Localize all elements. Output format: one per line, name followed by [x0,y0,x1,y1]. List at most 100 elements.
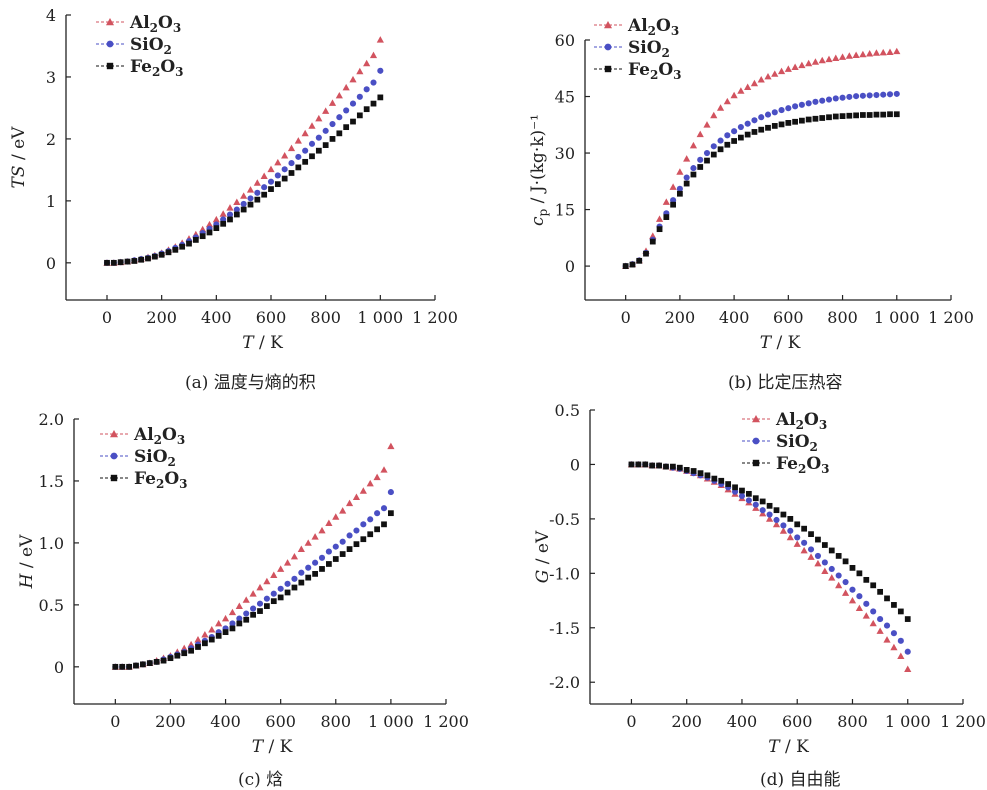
data-point [346,532,353,539]
data-point [138,256,145,263]
data-point [636,257,643,264]
data-point [791,63,799,71]
data-point [370,79,377,86]
data-point [751,117,758,124]
data-point [853,93,860,100]
data-point [126,663,132,670]
data-point [870,608,877,615]
data-point [799,117,805,124]
data-point [254,189,261,196]
data-point [886,48,894,55]
data-point [312,559,319,566]
data-point [199,233,206,240]
data-point [212,215,220,223]
data-point [257,608,263,614]
data-point [326,561,332,567]
data-point [254,196,261,203]
data-point [329,136,336,142]
data-point [221,614,230,622]
y-tick-label: 15 [555,201,575,220]
legend-marker [110,430,118,438]
data-point [363,86,370,93]
data-point [353,527,360,534]
data-point [738,134,744,141]
data-point [192,237,199,243]
data-point [812,98,819,105]
data-point [873,91,880,99]
x-tick-label: 200 [155,712,186,731]
caption-c: (c) 焓 [238,770,284,790]
data-point [158,251,165,258]
data-point [711,475,718,482]
data-point [838,53,847,60]
data-point [764,72,772,80]
legend-marker [752,459,760,467]
data-point [828,565,835,573]
data-point [194,635,202,643]
data-point [766,511,773,518]
data-point [812,115,819,122]
data-point [663,463,669,470]
caption-d: (d) 自由能 [760,770,841,790]
data-point [350,118,356,125]
data-point [766,502,773,509]
data-point [863,576,870,583]
data-point [787,527,794,534]
data-point [367,531,374,538]
data-point [112,663,119,670]
data-point [283,559,292,566]
data-point [219,210,227,217]
data-point [298,569,305,576]
x-tick-label: 200 [671,712,702,731]
data-point [186,240,192,247]
data-point [349,75,357,83]
data-point [208,626,216,633]
data-point [332,513,340,520]
legend-label: SiO2 [130,35,172,57]
data-point [233,211,240,218]
y-axis-label: TS / eV [9,126,29,189]
legend-marker [604,65,612,73]
data-point [798,61,806,69]
x-axis-label: T / K [242,333,283,353]
series-fe2o3 [112,510,394,670]
data-point [151,253,158,260]
data-point [779,527,788,534]
data-point [235,602,243,609]
data-point [805,116,812,123]
legend-marker [110,474,118,482]
legend-label: Al2O3 [129,13,181,35]
data-point [670,463,676,470]
data-point [360,521,367,528]
data-point [890,630,897,637]
data-point [325,548,332,555]
data-point [295,153,302,160]
data-point [800,546,808,554]
data-point [366,479,374,487]
data-point [291,575,298,582]
data-point [236,620,243,627]
data-point [846,93,853,100]
data-point [690,171,697,178]
data-point [880,111,887,118]
legend-marker [752,415,760,423]
data-point [119,663,126,670]
data-point [315,134,322,141]
data-point [771,123,778,129]
data-point [298,579,305,586]
data-point [270,571,278,579]
data-point [635,461,642,468]
data-point [243,616,250,623]
data-point [315,114,323,122]
data-point [773,516,780,524]
x-tick-label: 1 200 [423,712,469,731]
data-point [832,54,840,61]
y-tick-label: 4 [46,6,56,25]
data-point [825,96,833,103]
data-point [281,166,288,173]
data-point [294,137,302,144]
data-point [260,172,268,179]
legend-marker [604,21,612,29]
data-point [295,164,302,171]
